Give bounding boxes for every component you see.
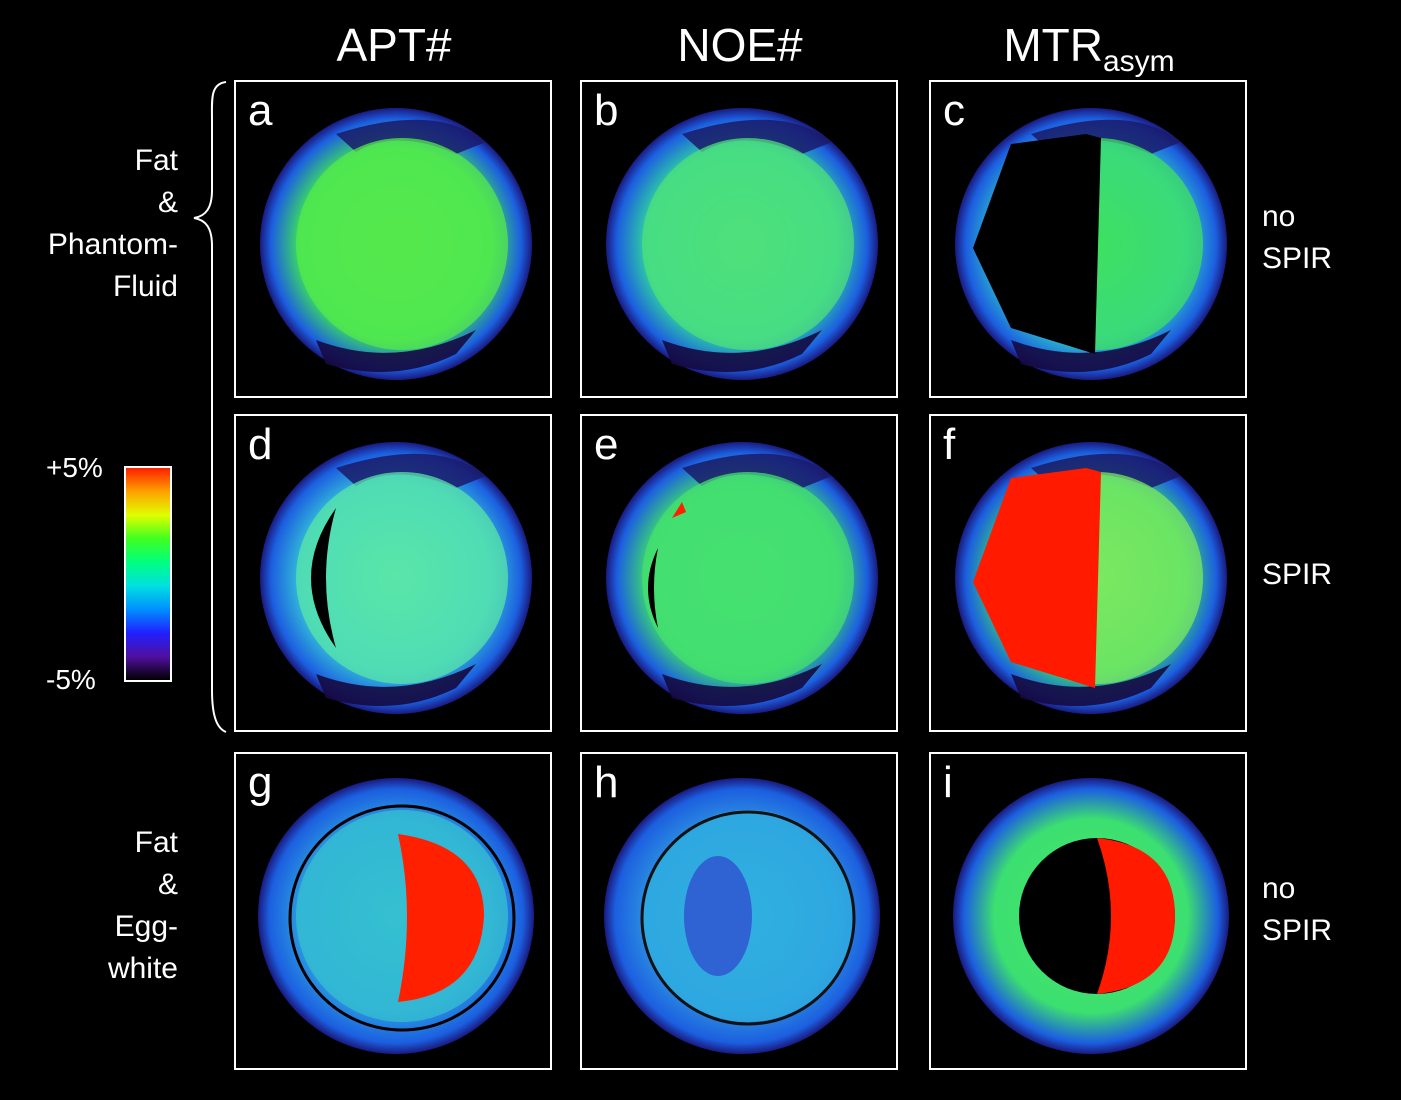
colorbar — [124, 466, 172, 682]
panel-letter: i — [943, 758, 953, 807]
inner-compartment — [642, 472, 854, 684]
panel-i: i — [929, 752, 1247, 1070]
fat-band-bottom — [662, 664, 822, 706]
panel-b: b — [580, 80, 898, 398]
label-line: SPIR — [1262, 558, 1333, 591]
row-group-label-eggwhite: Fat & Egg- white — [20, 822, 178, 990]
mri-map — [955, 442, 1227, 714]
inner-compartment — [296, 138, 508, 350]
label-line: & — [157, 186, 178, 219]
mri-map — [604, 778, 880, 1054]
column-title-mtrasym: MTRasym — [929, 18, 1249, 79]
panel-letter: c — [943, 86, 965, 135]
colorbar-max-label: +5% — [46, 452, 103, 483]
column-title-text: NOE# — [677, 19, 803, 71]
label-line: no — [1262, 200, 1296, 233]
side-label-row2: SPIR — [1262, 554, 1332, 596]
panel-letter: f — [943, 420, 956, 469]
label-line: no — [1262, 872, 1296, 905]
panel-e: e — [580, 414, 898, 732]
mri-map — [260, 442, 532, 714]
left-half-region — [973, 468, 1101, 688]
sliver-region — [648, 548, 658, 628]
left-half-region — [973, 134, 1101, 354]
fat-band-bottom — [1011, 664, 1171, 706]
fat-band-bottom — [316, 664, 476, 706]
panel-letter: e — [594, 420, 619, 469]
fat-band-top — [336, 453, 486, 488]
label-line: Fat — [134, 144, 178, 177]
side-label-row1: no SPIR — [1262, 196, 1332, 280]
row-group-label-phantom: Fat & Phantom- Fluid — [20, 140, 178, 308]
column-title-text: APT# — [336, 19, 452, 71]
column-title-subscript: asym — [1102, 45, 1175, 78]
fat-band-top — [1031, 119, 1181, 154]
container-ring — [288, 804, 516, 1032]
fat-band-bottom — [662, 330, 822, 372]
fat-band-top — [682, 119, 832, 154]
panel-letter: b — [594, 86, 619, 135]
mri-map — [606, 442, 878, 714]
mri-map — [606, 108, 878, 380]
low-signal-region — [684, 856, 752, 976]
panel-letter: g — [248, 758, 273, 807]
panel-g: g — [234, 752, 552, 1070]
side-label-row3: no SPIR — [1262, 868, 1332, 952]
fat-band-bottom — [1011, 330, 1171, 372]
panel-h: h — [580, 752, 898, 1070]
fat-band-top — [336, 119, 486, 154]
label-line: Egg- — [114, 910, 178, 943]
column-title-noe: NOE# — [580, 18, 900, 72]
fat-band-top — [1031, 453, 1181, 488]
crescent-region — [311, 508, 336, 648]
label-line: Phantom- — [47, 228, 178, 261]
fat-band-top — [682, 453, 832, 488]
right-half-region — [1097, 838, 1175, 994]
label-line: SPIR — [1262, 914, 1333, 947]
label-line: Fluid — [112, 270, 178, 303]
label-line: & — [157, 868, 178, 901]
column-title-text: MTR — [1003, 19, 1103, 71]
mri-map — [953, 778, 1229, 1054]
label-line: Fat — [134, 826, 178, 859]
column-title-apt: APT# — [234, 18, 554, 72]
panel-letter: a — [248, 86, 273, 135]
panel-a: a — [234, 80, 552, 398]
label-line: SPIR — [1262, 242, 1333, 275]
fat-band-bottom — [316, 330, 476, 372]
inner-compartment — [642, 138, 854, 350]
mri-map — [258, 778, 534, 1054]
mri-map — [260, 108, 532, 380]
mri-map — [955, 108, 1227, 380]
panel-letter: d — [248, 420, 273, 469]
right-half-region — [398, 834, 484, 1002]
colorbar-min-label: -5% — [46, 664, 96, 695]
inner-compartment — [296, 472, 508, 684]
panel-c: c — [929, 80, 1247, 398]
label-line: white — [107, 952, 178, 985]
edge-highlight — [672, 502, 686, 518]
curly-brace — [193, 81, 227, 733]
panel-f: f — [929, 414, 1247, 732]
container-ring — [640, 810, 856, 1026]
panel-letter: h — [594, 758, 619, 807]
panel-d: d — [234, 414, 552, 732]
